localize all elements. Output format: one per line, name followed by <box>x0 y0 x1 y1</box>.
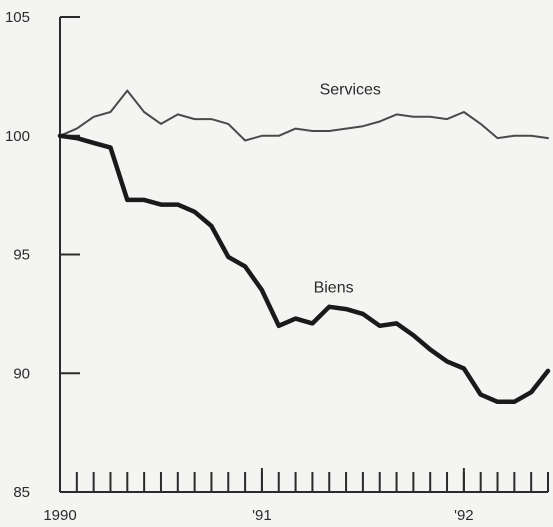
y-tick-label: 95 <box>13 247 30 264</box>
tick-layer <box>59 16 549 493</box>
x-tick-label: 1990 <box>43 507 76 524</box>
x-tick-label: '91 <box>252 507 272 524</box>
y-tick-label: 105 <box>5 9 30 26</box>
series-line-biens <box>57 133 551 405</box>
y-tick-label: 90 <box>13 365 30 382</box>
series-line-services <box>59 89 549 142</box>
y-tick-label: 85 <box>13 484 30 501</box>
series-label-services: Services <box>320 82 381 99</box>
series-label-biens: Biens <box>314 280 354 297</box>
label-layer: 85 90 95 100 105 1990 '91 '92 Services Biens <box>5 9 474 524</box>
series-layer <box>57 89 551 405</box>
axis-layer <box>59 17 548 493</box>
y-tick-label: 100 <box>5 128 30 145</box>
x-tick-label: '92 <box>454 507 474 524</box>
